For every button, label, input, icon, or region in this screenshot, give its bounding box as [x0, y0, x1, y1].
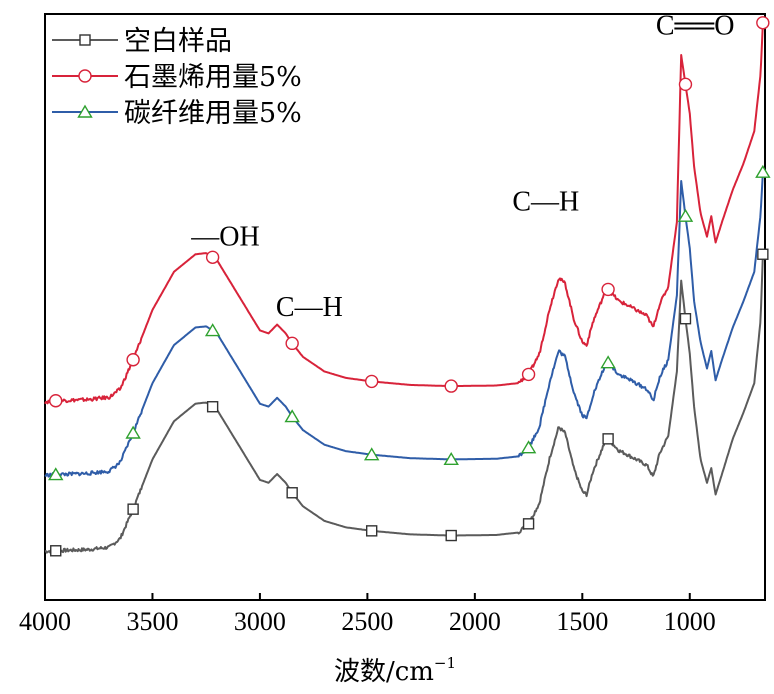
peak-annotation: C══O	[656, 11, 735, 42]
x-tick-label: 3000	[234, 607, 286, 636]
series-marker	[284, 409, 300, 423]
series-marker	[285, 336, 299, 351]
series-marker	[49, 394, 63, 408]
series-marker	[521, 367, 536, 382]
x-tick-label: 4000	[19, 607, 71, 636]
series-triangle	[44, 164, 771, 481]
series-marker	[443, 451, 459, 466]
x-tick-label: 2500	[341, 607, 393, 636]
series-marker	[365, 525, 378, 537]
series-line	[44, 254, 764, 554]
legend-label: 空白样品	[124, 26, 232, 57]
series-marker	[50, 545, 62, 557]
series-marker	[677, 208, 694, 222]
series-marker	[522, 518, 535, 530]
annotations: C══O C—H —OH C—H	[190, 11, 734, 323]
series-layer	[44, 16, 771, 557]
series-marker	[286, 487, 298, 499]
legend-item: 空白样品	[52, 26, 232, 57]
series-marker	[755, 164, 771, 178]
series-marker	[679, 313, 692, 325]
x-axis-ticks: 4000 3500 3000 2500 2000 1500 1000	[19, 593, 716, 636]
series-circle	[44, 16, 770, 408]
legend-item: 石墨烯用量5%	[52, 62, 302, 93]
series-marker	[126, 353, 140, 367]
series-marker	[364, 374, 379, 389]
series-marker	[444, 379, 458, 393]
legend-label: 石墨烯用量5%	[124, 62, 302, 93]
series-marker	[204, 323, 221, 337]
plot-frame	[44, 13, 766, 601]
x-tick-label: 3500	[126, 607, 178, 636]
peak-annotation: C—H	[512, 186, 579, 217]
series-marker	[678, 77, 693, 92]
series-marker	[756, 16, 770, 30]
series-marker	[757, 248, 769, 260]
series-marker	[125, 425, 141, 439]
legend-marker	[78, 69, 92, 83]
x-axis-title-text: 波数/cm	[334, 657, 434, 687]
peak-annotation: —OH	[190, 221, 259, 252]
series-line	[44, 22, 764, 405]
series-marker	[600, 355, 616, 369]
series-marker	[520, 440, 537, 454]
series-marker	[601, 282, 615, 297]
legend-item: 碳纤维用量5%	[52, 98, 302, 129]
series-marker	[205, 250, 220, 265]
legend-label: 碳纤维用量5%	[124, 98, 302, 129]
series-marker	[363, 447, 380, 461]
peak-annotation: C—H	[276, 292, 343, 323]
series-marker	[48, 467, 64, 481]
x-tick-label: 1500	[556, 607, 608, 636]
series-line	[44, 172, 764, 478]
series-marker	[602, 433, 614, 445]
x-tick-label: 2000	[449, 607, 501, 636]
series-marker	[445, 529, 457, 542]
series-marker	[206, 401, 219, 413]
series-square	[44, 248, 769, 557]
x-axis-title-sup: −1	[434, 654, 456, 672]
legend-marker	[79, 34, 91, 46]
x-axis-title: 波数/cm−1	[334, 654, 456, 687]
x-tick-label: 1000	[664, 607, 716, 636]
legend-marker	[77, 104, 93, 118]
series-marker	[127, 503, 139, 515]
